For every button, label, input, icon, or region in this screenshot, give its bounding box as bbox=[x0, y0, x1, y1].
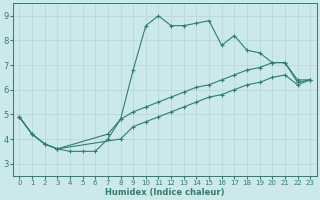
X-axis label: Humidex (Indice chaleur): Humidex (Indice chaleur) bbox=[105, 188, 225, 197]
